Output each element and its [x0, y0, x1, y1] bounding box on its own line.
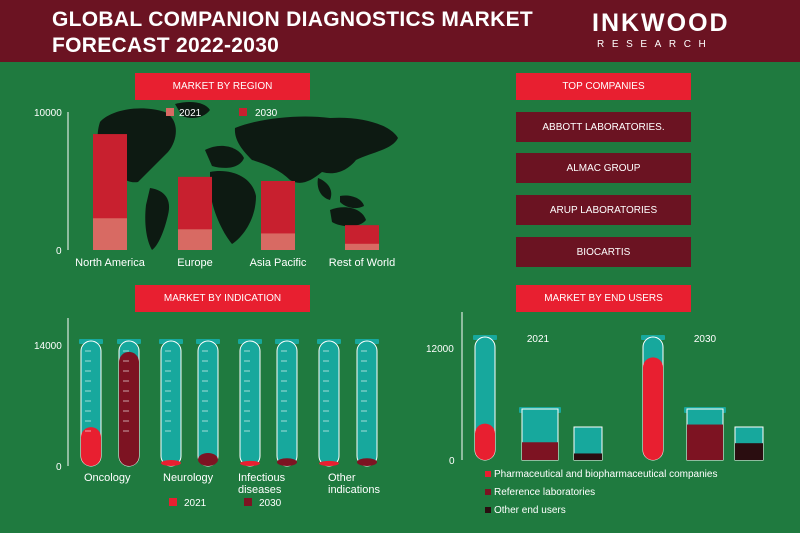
- indication-bar-2030: [357, 458, 377, 466]
- page-title: GLOBAL COMPANION DIAGNOSTICS MARKET: [52, 8, 534, 31]
- header-bar: [0, 0, 800, 62]
- company-abbott: ABBOTT LABORATORIES.: [516, 112, 691, 142]
- endusers-legend-swatch: [485, 507, 491, 513]
- region-bar-2021: [261, 233, 295, 250]
- endusers-bar-pharma: [643, 357, 663, 460]
- endusers-legend-label: Other end users: [494, 505, 566, 516]
- company-almac: ALMAC GROUP: [516, 153, 691, 183]
- endusers-legend-swatch: [485, 489, 491, 495]
- indication-bar-2030: [119, 351, 139, 466]
- indication-category-label: diseases: [238, 484, 282, 496]
- indication-category-label: indications: [328, 484, 380, 496]
- indication-bar-2021: [161, 459, 181, 466]
- endusers-bar-reference: [687, 424, 723, 460]
- brand-logo-sub: RESEARCH: [597, 39, 714, 50]
- region-legend-swatch-2030: [239, 108, 247, 116]
- region-category-label: Asia Pacific: [250, 257, 307, 269]
- endusers-bar-other: [735, 443, 763, 460]
- region-category-label: North America: [75, 257, 146, 269]
- indication-legend-label-2030: 2030: [259, 498, 282, 509]
- indication-bar-2030: [198, 453, 218, 466]
- indication-bar-2021: [319, 460, 339, 466]
- test-tube: [160, 340, 182, 467]
- indication-bar-2021: [240, 460, 260, 466]
- companies-section-label: TOP COMPANIES: [516, 73, 691, 100]
- region-category-label: Rest of World: [329, 257, 395, 269]
- end-users-section-label: MARKET BY END USERS: [516, 285, 691, 312]
- endusers-bar-reference: [522, 442, 558, 460]
- endusers-bar-other: [574, 453, 602, 460]
- endusers-legend-label: Pharmaceutical and biopharmaceutical com…: [494, 469, 717, 480]
- endusers-bar-pharma: [475, 423, 495, 460]
- indication-bar-2021: [81, 427, 101, 466]
- region-legend-label-2021: 2021: [179, 108, 202, 119]
- region-category-label: Europe: [177, 257, 212, 269]
- indication-bar-2030: [277, 458, 297, 466]
- indication-category-label: Neurology: [163, 472, 214, 484]
- indication-legend-label-2021: 2021: [184, 498, 207, 509]
- test-tube: [318, 340, 340, 467]
- region-bar-2021: [93, 218, 127, 250]
- region-bar-2021: [178, 229, 212, 250]
- region-section-label: MARKET BY REGION: [135, 73, 310, 100]
- company-arup: ARUP LABORATORIES: [516, 195, 691, 225]
- region-y-tick: 0: [56, 246, 62, 257]
- endusers-y-tick: 12000: [426, 344, 454, 355]
- region-legend-swatch-2021: [166, 108, 174, 116]
- company-biocartis: BIOCARTIS: [516, 237, 691, 267]
- region-bar-2021: [345, 243, 379, 250]
- test-tube: [239, 340, 261, 467]
- endusers-legend-swatch: [485, 471, 491, 477]
- region-y-tick: 10000: [34, 108, 62, 119]
- test-tube: [197, 340, 219, 467]
- indication-legend-swatch-2030: [244, 498, 252, 506]
- indication-section-label: MARKET BY INDICATION: [135, 285, 310, 312]
- indication-category-label: Other: [328, 472, 356, 484]
- endusers-y-tick: 0: [449, 456, 455, 467]
- page-subtitle: FORECAST 2022-2030: [52, 34, 280, 57]
- region-legend-label-2030: 2030: [255, 108, 278, 119]
- endusers-year-label: 2021: [527, 334, 550, 345]
- brand-logo: INKWOOD: [592, 9, 730, 37]
- indication-category-label: Oncology: [84, 472, 131, 484]
- test-tube: [356, 340, 378, 467]
- indication-y-tick: 14000: [34, 341, 62, 352]
- indication-y-tick: 0: [56, 462, 62, 473]
- endusers-legend-label: Reference laboratories: [494, 487, 595, 498]
- indication-legend-swatch-2021: [169, 498, 177, 506]
- test-tube: [276, 340, 298, 467]
- indication-category-label: Infectious: [238, 472, 286, 484]
- endusers-year-label: 2030: [694, 334, 717, 345]
